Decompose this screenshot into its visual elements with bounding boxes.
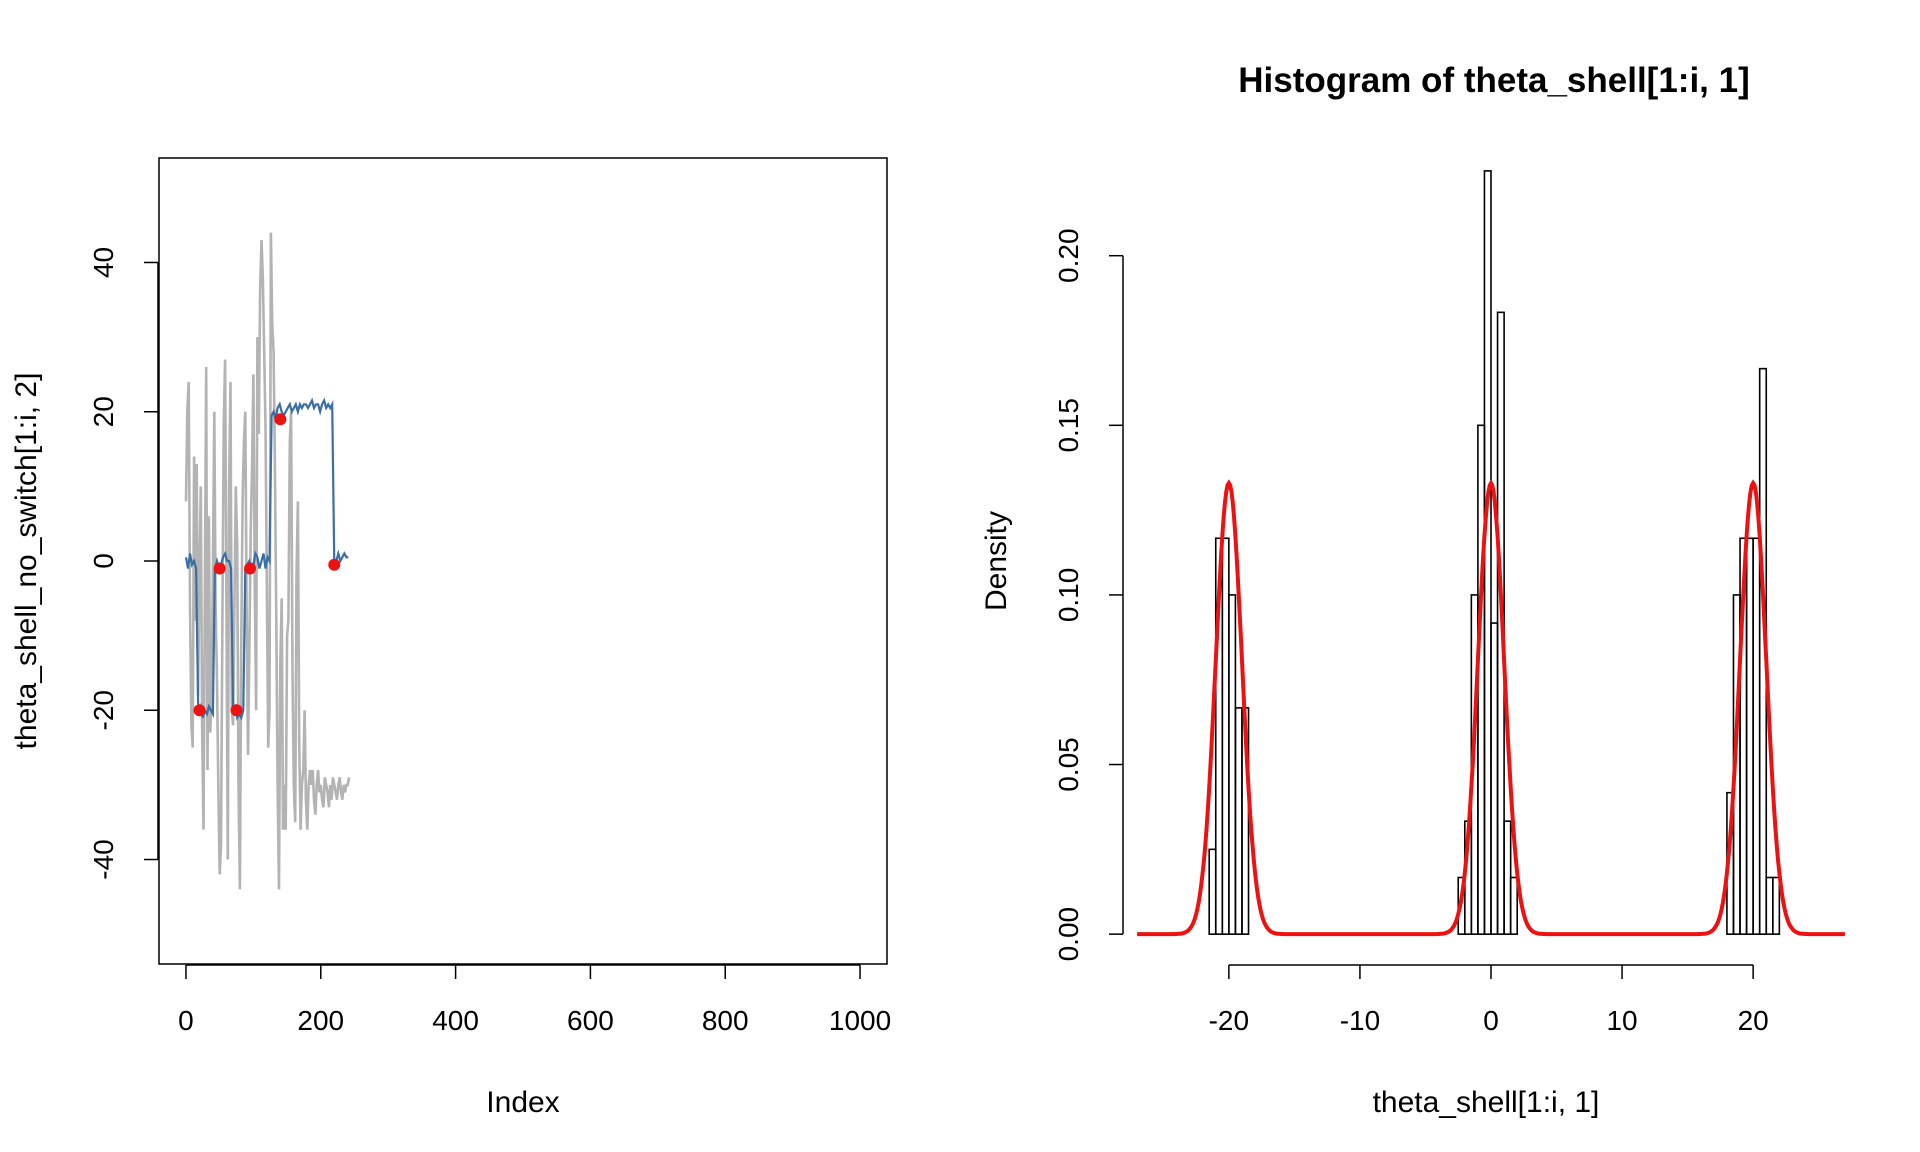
- trace-x-tick-label: 600: [567, 1005, 614, 1036]
- histogram-bar: [1509, 876, 1519, 935]
- histogram-y-axis-label: Density: [980, 511, 1013, 611]
- histogram-x-tick-label: -20: [1209, 1005, 1249, 1036]
- trace-y-tick-label: 20: [88, 396, 119, 427]
- trace-y-tick-label: -20: [88, 690, 119, 730]
- histogram-x-axis: -20 -10 0 10 20: [1209, 964, 1769, 1036]
- trace-x-tick-label: 800: [702, 1005, 749, 1036]
- trace-x-tick-label: 0: [178, 1005, 194, 1036]
- histogram-y-axis: 0.00 0.05 0.10 0.15 0.20: [1053, 228, 1124, 962]
- histogram-x-axis-label: theta_shell[1:i, 1]: [1373, 1086, 1600, 1119]
- histogram-y-tick-label: 0.20: [1053, 228, 1084, 282]
- trace-point: [213, 562, 226, 575]
- histogram-y-tick-label: 0.15: [1053, 398, 1084, 453]
- trace-y-tick-label: 40: [88, 247, 119, 278]
- histogram-title: Histogram of theta_shell[1:i, 1]: [1238, 61, 1749, 100]
- histogram-bar: [1772, 876, 1781, 935]
- trace-x-axis: 0 200 400 600 800 1000: [178, 964, 891, 1036]
- trace-point: [274, 413, 287, 426]
- trace-point: [193, 704, 206, 717]
- trace-y-tick-label: -40: [88, 839, 119, 879]
- trace-y-axis: -40 -20 0 20 40: [88, 247, 159, 880]
- trace-y-axis-label: theta_shell_no_switch[1:i, 2]: [10, 373, 43, 750]
- histogram-y-tick-label: 0.00: [1053, 907, 1084, 962]
- histogram-y-tick-label: 0.10: [1053, 568, 1084, 623]
- trace-plot: 0 200 400 600 800 1000 -40 -20 0 20 40 Index thet…: [10, 157, 891, 1119]
- trace-x-tick-label: 200: [297, 1005, 344, 1036]
- trace-x-tick-label: 1000: [829, 1005, 891, 1036]
- histogram-plot: Histogram of theta_shell[1:i, 1] -20 -10 0…: [980, 61, 1845, 1119]
- histogram-x-tick-label: 0: [1483, 1005, 1499, 1036]
- histogram-x-tick-label: 20: [1738, 1005, 1769, 1036]
- trace-series-line-2: [184, 397, 349, 721]
- density-curve: [1137, 479, 1845, 937]
- histogram-bars-group: [1208, 170, 1781, 935]
- trace-y-tick-label: 0: [88, 553, 119, 569]
- trace-point: [328, 558, 341, 571]
- trace-point: [244, 562, 256, 575]
- trace-x-axis-label: Index: [486, 1086, 559, 1119]
- trace-x-tick-label: 400: [432, 1005, 479, 1036]
- trace-plot-frame: [158, 157, 888, 965]
- histogram-x-tick-label: 10: [1606, 1005, 1637, 1036]
- histogram-x-tick-label: -10: [1340, 1005, 1380, 1036]
- trace-series-line-1: [184, 232, 351, 890]
- trace-series-group: [184, 232, 351, 890]
- histogram-y-tick-label: 0.05: [1053, 737, 1084, 792]
- trace-point: [230, 704, 243, 717]
- trace-points-group: [193, 413, 341, 717]
